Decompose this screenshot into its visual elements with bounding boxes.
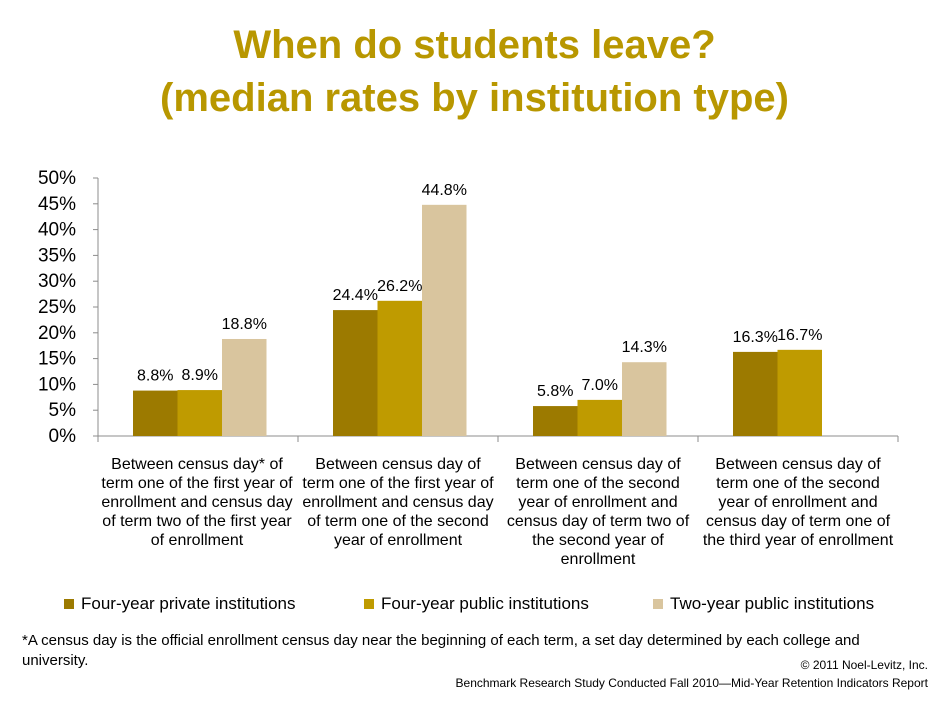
y-tick-label: 10% (38, 374, 76, 395)
bar (422, 204, 467, 436)
y-tick-label: 0% (49, 426, 77, 447)
data-label: 7.0% (582, 377, 618, 394)
source-note: Benchmark Research Study Conducted Fall … (455, 676, 928, 690)
data-label: 26.2% (377, 278, 422, 295)
bar (577, 399, 622, 436)
bar (133, 390, 178, 436)
bar (222, 338, 267, 436)
legend-label: Two-year public institutions (670, 594, 875, 613)
y-tick-label: 40% (38, 220, 76, 241)
legend-swatch (653, 599, 663, 609)
data-label: 16.7% (777, 327, 822, 344)
category-label-1: Between census day* of term one of the f… (101, 456, 293, 549)
bar (622, 362, 667, 436)
bar (377, 300, 422, 436)
y-tick-label: 35% (38, 245, 76, 266)
y-tick-label: 50% (38, 168, 76, 189)
bar-chart: 0% 5% 10% 15% 20% 25% 30% 35% 40% 45% 50% 8.8% 24.4%… (38, 168, 899, 447)
y-tick-label: 5% (49, 400, 77, 421)
bar (177, 390, 222, 436)
y-tick-label: 20% (38, 323, 76, 344)
copyright: © 2011 Noel-Levitz, Inc. (800, 658, 928, 672)
legend-item-four-year-public: Four-year public institutions (364, 594, 589, 614)
bar (533, 406, 578, 436)
data-label: 5.8% (537, 383, 573, 400)
legend-item-four-year-private: Four-year private institutions (64, 594, 295, 614)
data-label: 8.8% (137, 368, 173, 385)
chart-title-line-2: (median rates by institution type) (160, 76, 789, 120)
y-tick-label: 15% (38, 349, 76, 370)
data-label: 24.4% (333, 287, 378, 304)
data-label: 18.8% (222, 316, 267, 333)
footnote: *A census day is the official enrollment… (22, 632, 860, 669)
y-tick-label: 25% (38, 297, 76, 318)
bar (733, 351, 778, 436)
y-tick-label: 45% (38, 194, 76, 215)
category-label-3: Between census day of term one of the se… (506, 456, 690, 568)
data-label: 8.9% (182, 367, 218, 384)
legend-item-two-year-public: Two-year public institutions (653, 594, 874, 614)
y-tick-label: 30% (38, 271, 76, 292)
bar (777, 349, 822, 436)
legend-swatch (364, 599, 374, 609)
bar (333, 310, 378, 436)
category-label-2: Between census day of term one of the fi… (302, 456, 494, 549)
legend-label: Four-year private institutions (81, 594, 296, 613)
data-label: 44.8% (422, 182, 467, 199)
chart-title-line-1: When do students leave? (233, 23, 716, 67)
data-label: 14.3% (622, 339, 667, 356)
category-label-4: Between census day of term one of the se… (702, 456, 894, 549)
data-label: 16.3% (733, 329, 778, 346)
legend-label: Four-year public institutions (381, 594, 589, 613)
legend-swatch (64, 599, 74, 609)
